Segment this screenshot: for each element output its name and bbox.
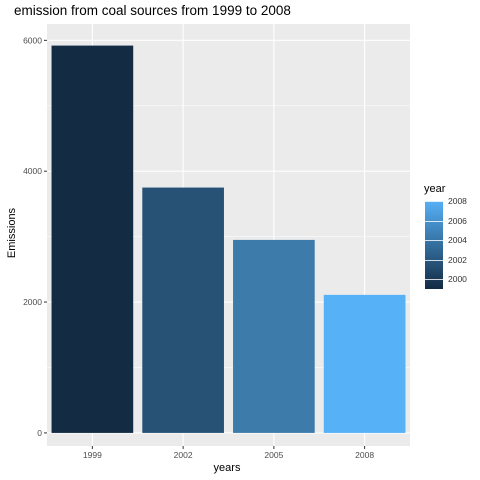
legend-tick-label: 2002	[448, 254, 467, 265]
y-tick-label: 6000	[23, 35, 42, 45]
y-tick-label: 4000	[23, 166, 42, 176]
legend-color-bar	[425, 201, 443, 289]
bar-2008	[323, 294, 406, 433]
legend-tick-label: 2004	[448, 235, 467, 246]
legend-tick-mark	[425, 259, 443, 261]
legend: year 2008 2006 2004 2002 2000	[424, 183, 467, 289]
x-tick-label: 2005	[264, 450, 283, 460]
bar-2002	[142, 187, 224, 433]
x-tick-label: 2008	[355, 450, 374, 460]
legend-tick-mark	[425, 240, 443, 242]
legend-tick-mark	[425, 279, 443, 281]
chart-title: emission from coal sources from 1999 to …	[14, 3, 291, 18]
legend-tick-label: 2006	[448, 215, 467, 226]
bar-2005	[233, 239, 315, 433]
legend-tick-label: 2008	[448, 196, 467, 206]
legend-tick-mark	[425, 220, 443, 222]
x-tick-label: 2002	[174, 450, 193, 460]
y-axis-label: Emissions	[6, 207, 18, 259]
x-tick-label: 1999	[83, 450, 102, 460]
legend-title: year	[424, 183, 446, 195]
y-tick-label: 0	[37, 428, 42, 438]
legend-tick-mark	[425, 201, 443, 202]
legend-tick-label: 2000	[448, 274, 467, 285]
bar-1999	[51, 45, 134, 433]
x-axis-label: years	[213, 462, 241, 474]
y-tick-label: 2000	[23, 297, 42, 307]
